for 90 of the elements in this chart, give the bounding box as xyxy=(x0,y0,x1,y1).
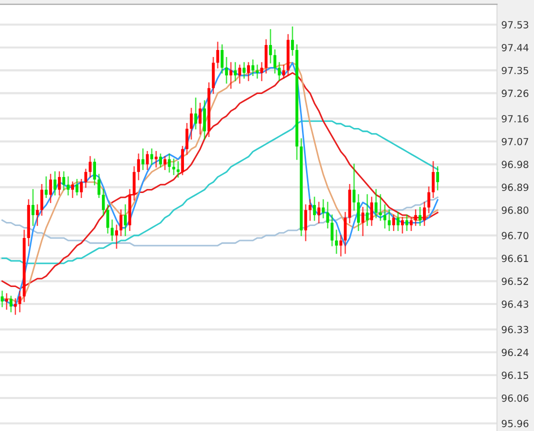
candlestick xyxy=(308,199,312,221)
candlestick xyxy=(185,123,188,155)
candlestick xyxy=(93,158,96,186)
candlestick xyxy=(132,166,136,200)
candlestick xyxy=(264,39,268,74)
y-tick-label: 96.06 xyxy=(502,394,528,402)
candlestick xyxy=(49,174,52,204)
candlestick xyxy=(66,176,70,196)
candlestick xyxy=(427,186,430,214)
candlestick xyxy=(423,202,426,226)
candlestick xyxy=(176,161,180,178)
candlestick xyxy=(58,171,61,196)
candlestick xyxy=(313,196,316,221)
candlestick xyxy=(190,108,193,140)
y-tick-label: 97.44 xyxy=(502,44,528,52)
candlestick xyxy=(383,204,386,228)
candlestick xyxy=(110,220,114,242)
candlestick xyxy=(317,202,320,224)
candlestick xyxy=(88,156,92,178)
candlestick xyxy=(335,230,338,254)
y-tick-label: 96.43 xyxy=(502,300,528,308)
candlestick xyxy=(146,150,149,170)
candlestick xyxy=(388,209,391,231)
candlestick xyxy=(102,189,105,216)
y-tick-label: 97.53 xyxy=(502,21,528,28)
candlestick xyxy=(304,204,308,242)
candlestick xyxy=(225,57,228,84)
line-series xyxy=(1,120,438,264)
candlestick xyxy=(410,217,413,231)
candlestick xyxy=(361,206,364,236)
y-tick-label: 97.16 xyxy=(502,115,528,122)
candlestick xyxy=(330,214,334,246)
candlestick xyxy=(251,60,254,76)
candlestick xyxy=(142,148,144,170)
candlestick xyxy=(339,234,342,256)
candlestick xyxy=(115,224,118,249)
candlestick xyxy=(198,102,202,134)
candlestick xyxy=(203,100,206,140)
candlestick xyxy=(436,166,440,190)
candlestick xyxy=(396,212,400,231)
candlestick xyxy=(5,293,8,310)
y-tick-label: 96.33 xyxy=(502,326,528,334)
candlestick xyxy=(124,204,127,236)
candlestick xyxy=(370,196,374,226)
candlestick xyxy=(44,176,48,198)
candlestick xyxy=(273,49,276,74)
candlestick xyxy=(71,181,74,198)
y-tick-label: 96.15 xyxy=(502,372,528,379)
candlestick xyxy=(401,217,404,234)
y-tick-label: 96.89 xyxy=(502,184,528,192)
candlestick xyxy=(418,206,422,226)
candlestick xyxy=(120,209,122,236)
y-tick-label: 96.80 xyxy=(502,206,528,214)
y-tick-label: 96.61 xyxy=(502,254,528,262)
candlestick xyxy=(291,26,294,56)
y-tick-label: 96.24 xyxy=(502,348,528,356)
candlestick xyxy=(229,62,232,89)
candlestick xyxy=(247,62,250,82)
candlestick xyxy=(220,44,224,74)
candlestick xyxy=(357,194,360,231)
y-tick-label: 96.52 xyxy=(502,278,528,285)
y-tick-label: 97.07 xyxy=(502,138,528,146)
candlestick xyxy=(32,189,34,226)
candlestick xyxy=(80,178,83,198)
candlestick xyxy=(379,194,382,221)
candlestick xyxy=(269,29,272,64)
candlestick xyxy=(168,154,171,173)
candlestick xyxy=(392,214,396,231)
candlestick xyxy=(374,189,378,218)
candlestick xyxy=(137,154,140,180)
candlestick xyxy=(326,202,330,228)
candlestick xyxy=(414,209,418,226)
candlestick xyxy=(10,296,12,312)
candlestick xyxy=(98,174,100,198)
candlestick xyxy=(181,146,184,176)
candlestick xyxy=(164,156,166,170)
y-tick-label: 95.96 xyxy=(502,420,528,428)
candlestick xyxy=(352,164,356,211)
y-tick-label: 97.26 xyxy=(502,90,528,98)
y-tick-label: 96.70 xyxy=(502,232,528,240)
y-tick-label: 97.35 xyxy=(502,66,528,74)
candlestick xyxy=(36,204,39,226)
y-tick-label: 96.98 xyxy=(502,160,528,168)
candlestick xyxy=(154,150,158,168)
candlestick xyxy=(76,178,78,196)
candlestick xyxy=(159,154,162,168)
candlestick xyxy=(14,298,17,315)
candlestick xyxy=(405,214,408,231)
candlestick xyxy=(242,62,246,79)
candlestick xyxy=(54,171,56,196)
